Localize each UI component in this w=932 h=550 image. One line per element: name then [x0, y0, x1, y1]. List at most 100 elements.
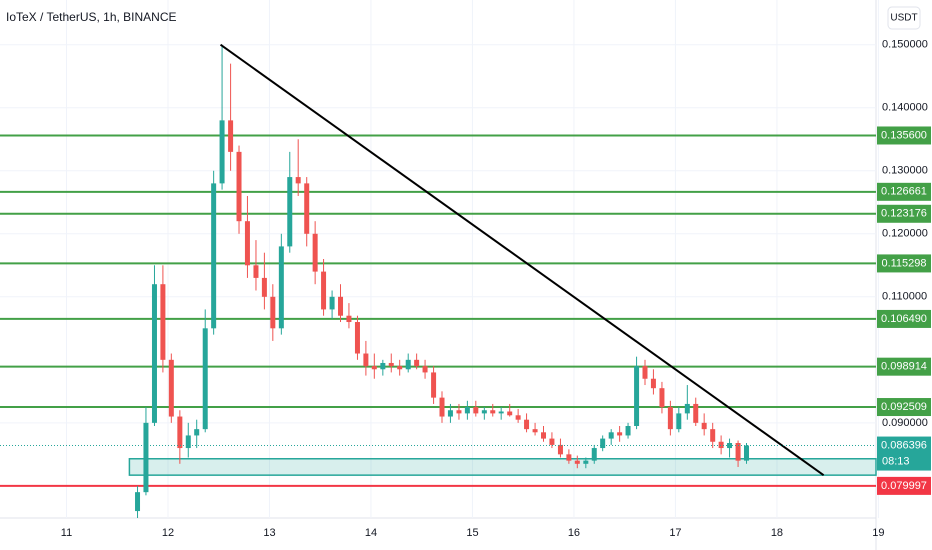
- candle-body: [701, 422, 707, 430]
- candle-body: [321, 271, 327, 310]
- candle-body: [422, 366, 428, 373]
- level-label-box: [877, 182, 931, 201]
- x-tick-label: 14: [365, 527, 377, 539]
- candle-body: [439, 397, 445, 417]
- candle-body: [464, 407, 470, 414]
- level-label: 0.115298: [881, 257, 926, 269]
- level-label-box: [877, 309, 931, 328]
- candle-body: [473, 407, 479, 414]
- y-tick-label: 0.090000: [882, 417, 928, 429]
- candle-body: [431, 372, 437, 398]
- support-zone: [128, 458, 877, 476]
- candle-body: [684, 403, 690, 414]
- marks: [0, 43, 877, 518]
- x-tick-label: 19: [872, 527, 884, 539]
- candle-body: [566, 454, 572, 461]
- candle-body: [194, 429, 200, 436]
- candle-body: [202, 328, 208, 430]
- candle-body: [659, 388, 665, 408]
- candle-body: [338, 296, 344, 316]
- candle-body: [608, 432, 614, 439]
- candle-body: [583, 460, 589, 464]
- candle-body: [481, 410, 487, 414]
- candle-body: [168, 359, 174, 417]
- level-label-box: [877, 398, 931, 417]
- candle-body: [456, 410, 462, 414]
- candle-body: [405, 359, 411, 370]
- candle-body: [650, 378, 656, 389]
- countdown-label: 08:13: [882, 455, 910, 467]
- candle-body: [447, 410, 453, 417]
- candle-body: [329, 296, 335, 310]
- candle-body: [135, 492, 141, 512]
- candle-body: [676, 413, 682, 430]
- level-label-box: [877, 126, 931, 145]
- candle-body: [693, 403, 699, 423]
- level-label-box: [877, 357, 931, 376]
- currency-label[interactable]: USDT: [890, 13, 917, 24]
- x-tick-label: 13: [263, 527, 275, 539]
- chart-title: IoTeX / TetherUS, 1h, BINANCE: [6, 10, 177, 24]
- level-label-box: [877, 204, 931, 223]
- candle-body: [236, 151, 242, 222]
- y-tick-label: 0.130000: [882, 165, 928, 177]
- candle-body: [371, 366, 377, 370]
- candle-body: [295, 177, 301, 184]
- candle-body: [185, 435, 191, 449]
- candle-body: [617, 432, 623, 436]
- candle-body: [743, 445, 749, 461]
- level-label: 0.098914: [881, 361, 927, 373]
- currency-button[interactable]: [887, 6, 921, 30]
- candle-body: [642, 366, 648, 379]
- level-label: 0.126661: [881, 186, 927, 198]
- level-label: 0.123176: [881, 208, 927, 220]
- candle-body: [625, 425, 631, 436]
- candle-body: [549, 438, 555, 445]
- candle-body: [261, 277, 267, 297]
- level-label-box: [877, 476, 931, 495]
- candle-body: [177, 416, 183, 449]
- candle-body: [397, 366, 403, 370]
- candle-body: [490, 410, 496, 414]
- candle-body: [414, 359, 420, 367]
- candle-body: [515, 415, 521, 420]
- x-tick-label: 12: [162, 527, 174, 539]
- candle-body: [151, 284, 157, 423]
- level-label: 0.135600: [881, 129, 927, 141]
- candle-body: [557, 444, 563, 455]
- x-tick-label: 15: [466, 527, 478, 539]
- x-tick-label: 16: [568, 527, 580, 539]
- candle-body: [718, 441, 724, 449]
- candle-body: [228, 120, 234, 152]
- y-tick-label: 0.150000: [882, 39, 928, 51]
- candle-body: [211, 183, 217, 329]
- candle-body: [507, 411, 513, 416]
- candle-body: [388, 362, 394, 367]
- x-tick-label: 17: [669, 527, 681, 539]
- candle-body: [143, 422, 149, 493]
- candle-body: [160, 284, 166, 360]
- candle-body: [498, 411, 504, 414]
- level-label: 0.106490: [881, 313, 927, 325]
- candle-body: [270, 296, 276, 329]
- current-price-box: [877, 436, 931, 471]
- candle-body: [634, 366, 640, 426]
- candle-body: [591, 448, 597, 461]
- candle-body: [667, 407, 673, 430]
- candle-body: [541, 432, 547, 439]
- candle-body: [304, 183, 310, 234]
- axis: 0.150000 0.140000 0.130000 0.120000 0.110000…: [61, 39, 931, 539]
- x-tick-label: 11: [61, 527, 72, 539]
- candle-body: [287, 177, 293, 247]
- candle-body: [253, 265, 259, 278]
- current-price-label: 0.086396: [881, 439, 927, 451]
- candle-body: [312, 233, 318, 272]
- level-label: 0.092509: [881, 401, 927, 413]
- candle-body: [735, 443, 741, 461]
- candle-body: [574, 460, 580, 464]
- level-label-box: [877, 254, 931, 273]
- candle-body: [346, 315, 352, 323]
- candle-body: [710, 429, 716, 442]
- y-tick-label: 0.110000: [882, 291, 927, 303]
